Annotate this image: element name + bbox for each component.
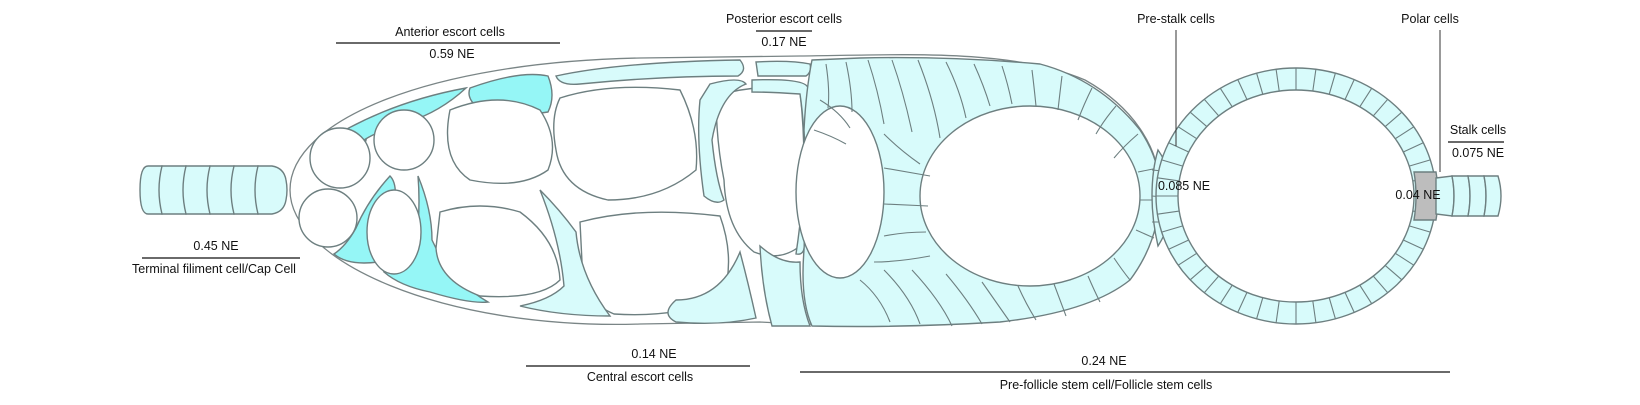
egg-chamber-2 [1155, 67, 1437, 325]
stalk-title: Stalk cells [1450, 123, 1506, 137]
epithelium-divider [1237, 292, 1248, 313]
polar-title: Polar cells [1401, 12, 1459, 26]
label-stalk: Stalk cells 0.075 NE [1448, 123, 1506, 160]
epithelium-divider [1384, 111, 1403, 128]
polar-value: 0.04 NE [1395, 188, 1440, 202]
label-anterior-escort: Anterior escort cells 0.59 NE [336, 25, 560, 61]
egg-chamber-oocyte-1 [919, 105, 1141, 287]
egg-chamber-oocyte-2 [1177, 89, 1415, 303]
epithelium-divider [1409, 225, 1431, 233]
label-pre-stalk: Pre-stalk cells 0.085 NE [1137, 12, 1215, 193]
epithelium-divider [1168, 142, 1189, 153]
epithelium-divider [1359, 88, 1373, 108]
label-pre-follicle: 0.24 NE Pre-follicle stem cell/Follicle … [800, 354, 1450, 392]
pre-follicle-oocyte-left [795, 105, 885, 279]
label-posterior-escort: Posterior escort cells 0.17 NE [726, 12, 842, 49]
epithelium-divider [1161, 159, 1183, 167]
epithelium-divider [1275, 69, 1280, 92]
epithelium-divider [1219, 284, 1233, 304]
epithelium-divider [1359, 284, 1373, 304]
epithelium-divider [1344, 79, 1355, 100]
epithelium-divider [1177, 252, 1197, 266]
prestalk-title: Pre-stalk cells [1137, 12, 1215, 26]
label-central-escort: 0.14 NE Central escort cells [526, 347, 750, 384]
epithelium-divider [1203, 275, 1220, 294]
central-value: 0.14 NE [631, 347, 676, 361]
epithelium-divider [1328, 297, 1336, 319]
label-polar: Polar cells 0.04 NE [1395, 12, 1458, 202]
epithelium-divider [1372, 98, 1389, 117]
epithelium-divider [1219, 88, 1233, 108]
epithelium-divider [1237, 79, 1248, 100]
epithelium-divider [1189, 111, 1208, 128]
epithelium-divider [1275, 300, 1280, 323]
epithelium-divider [1177, 126, 1197, 140]
epithelium-divider [1384, 264, 1403, 281]
epithelium-divider [1161, 225, 1183, 233]
epithelium-divider [1189, 264, 1208, 281]
stalk-value: 0.075 NE [1452, 146, 1504, 160]
anterior-title: Anterior escort cells [395, 25, 505, 39]
epithelium-divider [1168, 239, 1189, 250]
epithelium-divider [1395, 126, 1415, 140]
epithelium-divider [1312, 300, 1317, 323]
epithelium-divider [1256, 297, 1264, 319]
terminal-filament [139, 165, 288, 215]
epithelium-divider [1312, 69, 1317, 92]
germline-cysts [435, 86, 805, 316]
epithelium-divider [1203, 98, 1220, 117]
epithelium-divider [1157, 210, 1180, 215]
epithelium-divider [1372, 275, 1389, 294]
prestalk-value: 0.085 NE [1158, 179, 1210, 193]
central-escort-cells [519, 189, 812, 327]
follicle-value: 0.24 NE [1081, 354, 1126, 368]
posterior-value: 0.17 NE [761, 35, 806, 49]
tf-title: Terminal filiment cell/Cap Cell [132, 262, 296, 276]
epithelium-divider [1157, 177, 1180, 182]
epithelium-divider [1403, 239, 1424, 250]
epithelium-divider [1395, 252, 1415, 266]
epithelium-divider [1328, 73, 1336, 95]
stalk-cells [1435, 175, 1502, 217]
label-terminal-filament: 0.45 NE Terminal filiment cell/Cap Cell [132, 239, 300, 276]
anterior-value: 0.59 NE [429, 47, 474, 61]
tf-value: 0.45 NE [193, 239, 238, 253]
pre-follicle-cells [795, 56, 1161, 328]
germline-cells-anterior [298, 109, 435, 275]
posterior-title: Posterior escort cells [726, 12, 842, 26]
epithelium-divider [1409, 159, 1431, 167]
epithelium-divider [1256, 73, 1264, 95]
central-title: Central escort cells [587, 370, 693, 384]
epithelium-divider [1403, 142, 1424, 153]
epithelium-divider [1344, 292, 1355, 313]
follicle-title: Pre-follicle stem cell/Follicle stem cel… [1000, 378, 1213, 392]
